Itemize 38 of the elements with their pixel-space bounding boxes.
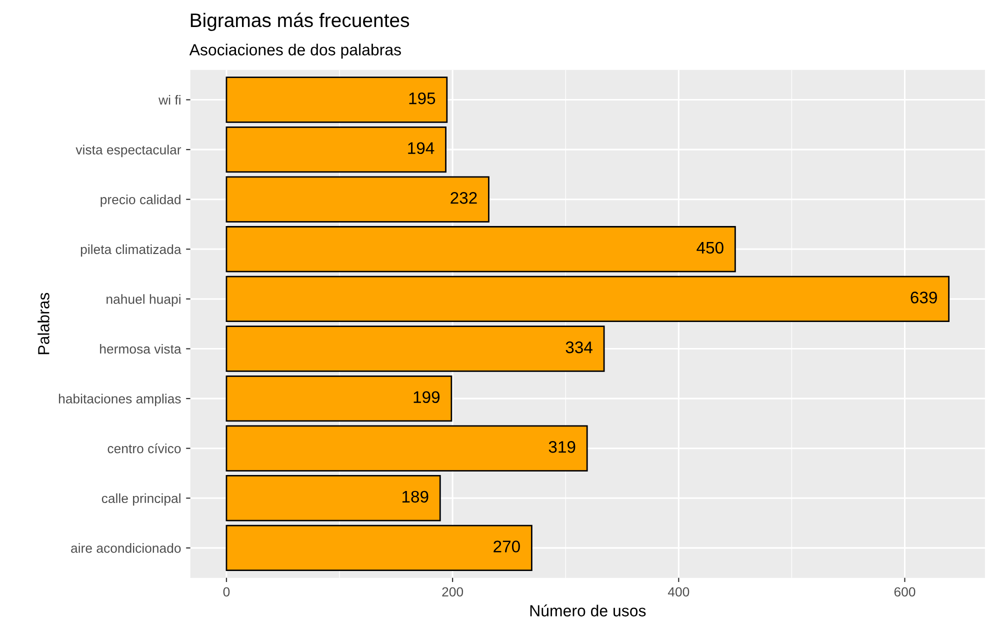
data-label: 334 xyxy=(566,341,592,354)
y-tick-label: nahuel huapi xyxy=(106,294,180,306)
data-label: 270 xyxy=(494,540,520,552)
y-tick-label: aire acondicionado xyxy=(71,543,181,553)
x-tick-label: 600 xyxy=(894,587,916,597)
y-tick-label: calle principal xyxy=(102,493,180,506)
y-tick-label: precio calidad xyxy=(100,194,180,207)
x-tick-label: 400 xyxy=(668,587,690,597)
bar xyxy=(226,276,950,322)
x-tick-label: 0 xyxy=(223,587,230,597)
bar xyxy=(226,326,605,372)
data-label: 232 xyxy=(450,192,477,204)
bar xyxy=(226,176,490,222)
bar xyxy=(226,76,448,123)
data-label: 450 xyxy=(696,242,724,254)
data-label: 194 xyxy=(408,142,434,154)
y-tick-label: centro cívico xyxy=(108,443,181,454)
bar xyxy=(226,524,532,572)
y-tick-label: vista espectacular xyxy=(76,144,182,158)
bar xyxy=(226,475,441,522)
bar xyxy=(226,375,452,422)
data-label: 319 xyxy=(548,441,576,453)
bar xyxy=(226,126,446,173)
chart-subtitle: Asociaciones de dos palabras xyxy=(189,44,401,59)
data-label: 639 xyxy=(910,292,937,304)
chart-title: Bigramas más frecuentes xyxy=(190,12,410,32)
data-label: 199 xyxy=(414,391,440,404)
bar xyxy=(226,226,736,272)
y-tick-label: pileta climatizada xyxy=(80,244,182,257)
y-tick-label: wi fi xyxy=(158,94,180,105)
y-tick-label: hermosa vista xyxy=(100,344,182,354)
data-label: 189 xyxy=(402,490,428,503)
x-axis-title: Número de usos xyxy=(530,604,646,616)
data-label: 195 xyxy=(409,92,436,104)
x-tick-label: 200 xyxy=(442,587,464,597)
y-tick-label: habitaciones amplias xyxy=(58,394,181,406)
bar xyxy=(226,425,588,472)
y-axis-title: Palabras xyxy=(38,292,50,354)
